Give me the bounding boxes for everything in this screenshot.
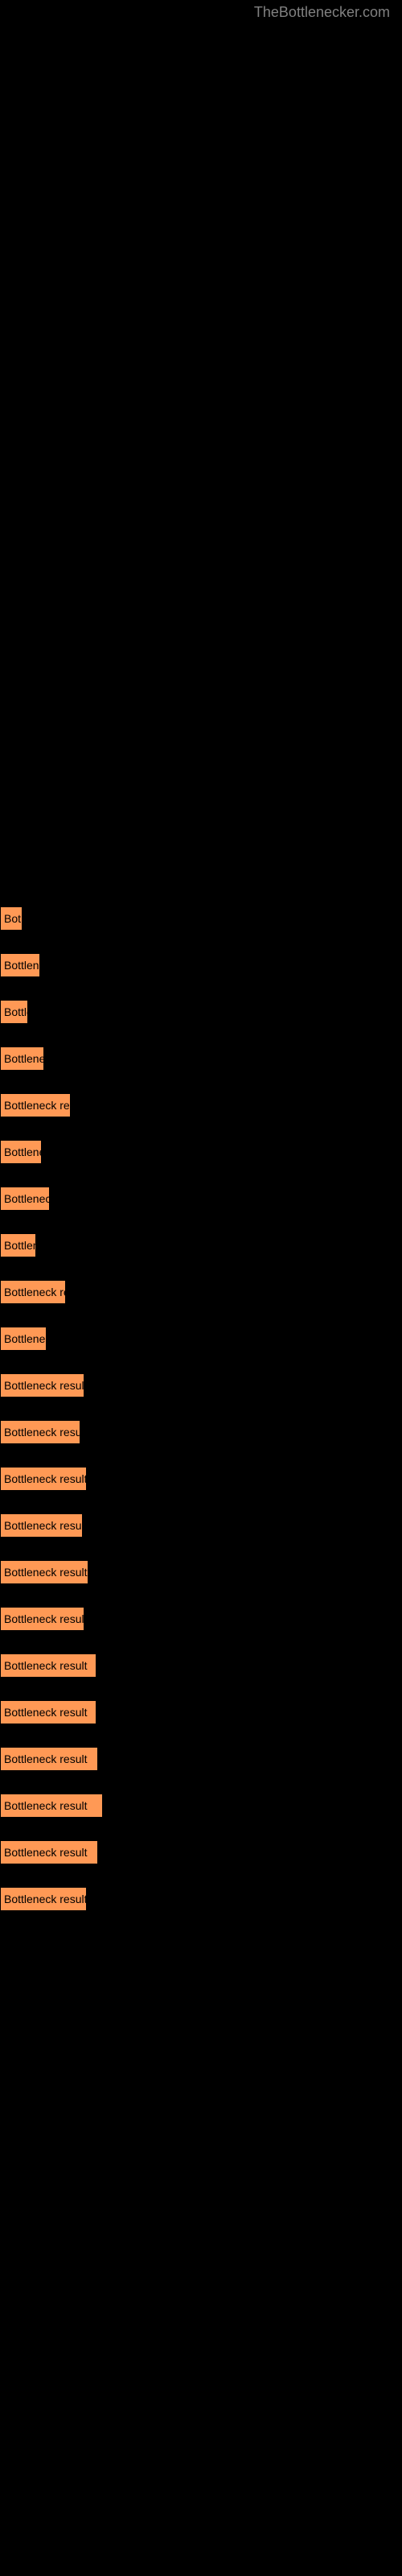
bar-row: Bottleneck	[0, 1327, 402, 1351]
bar-chart: Bot Bottlenec Bottle Bottleneck Bottleneck r…	[0, 906, 402, 1958]
bar-item: Bottleneck	[0, 1046, 44, 1071]
header-space	[0, 21, 402, 906]
bar-item: Bottle	[0, 1000, 28, 1024]
bar-row: Bottleneck result	[0, 1840, 402, 1864]
bar-row: Bottleneck	[0, 1046, 402, 1071]
bar-item: Bottleneck res	[0, 1280, 66, 1304]
bar-row: Bottleneck res	[0, 1280, 402, 1304]
bar-item: Bottleneck	[0, 1327, 47, 1351]
bar-row: Bottleneck result f	[0, 1373, 402, 1397]
bar-row: Bottleneck result	[0, 1653, 402, 1678]
bar-row: Bottleneck result	[0, 1794, 402, 1818]
bar-row: Bottleneck result	[0, 1420, 402, 1444]
bar-row: Bottleneck result	[0, 1607, 402, 1631]
watermark-text: TheBottlenecker.com	[0, 0, 402, 21]
bar-item: Bottleneck result	[0, 1794, 103, 1818]
bar-item: Bottlene	[0, 1233, 36, 1257]
bar-row: Bottleneck result	[0, 1747, 402, 1771]
bar-row: Bottleneck result	[0, 1560, 402, 1584]
bar-item: Bottlenec	[0, 1140, 42, 1164]
bar-item: Bottleneck result	[0, 1840, 98, 1864]
bar-item: Bottleneck result	[0, 1700, 96, 1724]
bar-row: Bottleneck result	[0, 1700, 402, 1724]
bar-row: Bot	[0, 906, 402, 931]
bar-item: Bottleneck result	[0, 1467, 87, 1491]
bar-row: Bottlenec	[0, 1140, 402, 1164]
bar-item: Bottleneck result	[0, 1607, 84, 1631]
bar-item: Bottleneck result	[0, 1560, 88, 1584]
bar-row: Bottlene	[0, 1233, 402, 1257]
bar-item: Bottleneck r	[0, 1187, 50, 1211]
bar-item: Bottlenec	[0, 953, 40, 977]
bar-item: Bottleneck result	[0, 1513, 83, 1538]
bar-row: Bottleneck result	[0, 1467, 402, 1491]
bar-item: Bot	[0, 906, 23, 931]
bar-row: Bottleneck result	[0, 1887, 402, 1911]
bar-item: Bottleneck re	[0, 1093, 71, 1117]
bar-item: Bottleneck result	[0, 1420, 80, 1444]
bar-item: Bottleneck result	[0, 1747, 98, 1771]
bar-row: Bottle	[0, 1000, 402, 1024]
bar-item: Bottleneck result	[0, 1887, 87, 1911]
bar-row: Bottleneck result	[0, 1513, 402, 1538]
bar-row: Bottlenec	[0, 953, 402, 977]
bar-row: Bottleneck re	[0, 1093, 402, 1117]
bar-item: Bottleneck result	[0, 1653, 96, 1678]
bar-row: Bottleneck r	[0, 1187, 402, 1211]
bar-item: Bottleneck result f	[0, 1373, 84, 1397]
